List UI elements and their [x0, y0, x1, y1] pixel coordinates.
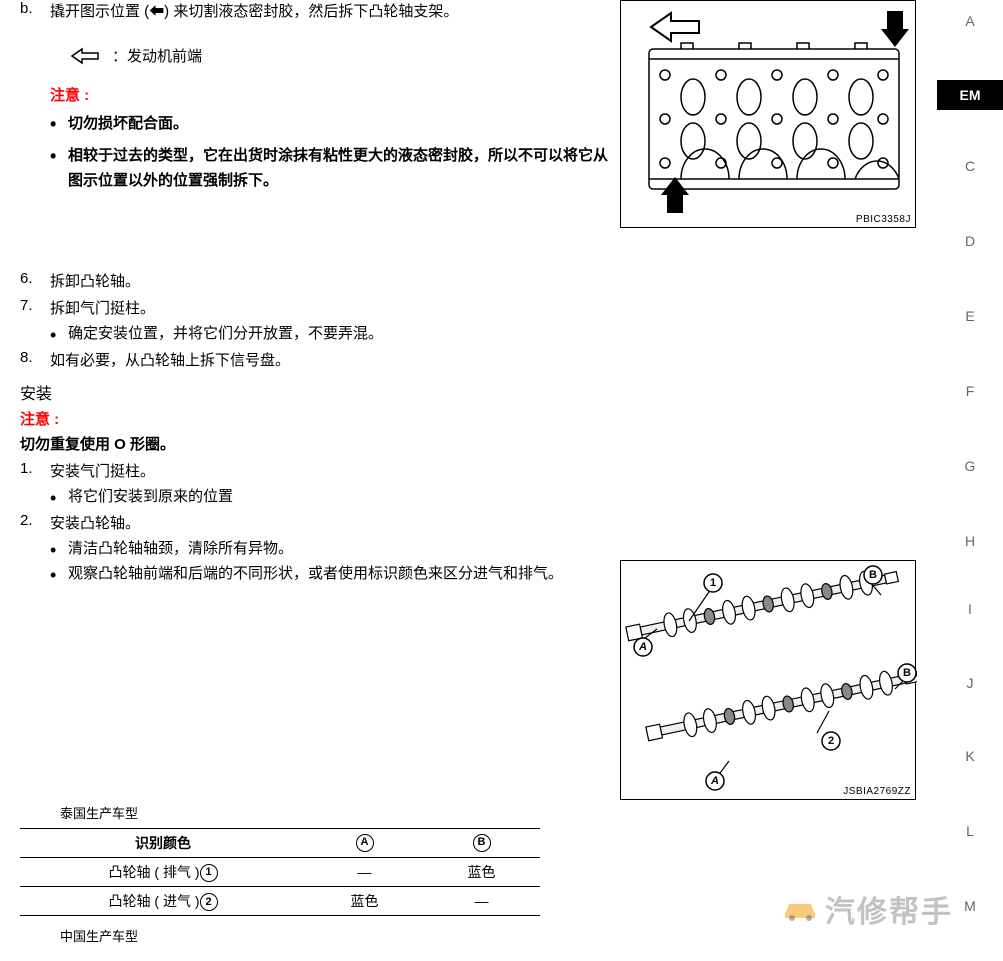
mid-steps: 6.拆卸凸轮轴。 7.拆卸气门挺柱。 •确定安装位置，并将它们分开放置，不要弄混。 8…: [20, 270, 925, 370]
install-steps: 1.安装气门挺柱。 •将它们安装到原来的位置 2.安装凸轮轴。 •清洁凸轮轴轴颈，清除…: [20, 460, 610, 583]
install-step-sub: •将它们安装到原来的位置: [50, 485, 610, 506]
tab-M[interactable]: M: [937, 895, 1003, 917]
table-header: 识别颜色: [20, 828, 306, 857]
tab-G[interactable]: G: [937, 455, 1003, 477]
tab-E[interactable]: E: [937, 305, 1003, 327]
install-heading: 安装: [20, 380, 925, 404]
table-row: 凸轮轴 ( 排气 )1—蓝色: [20, 857, 540, 886]
step-b: b. 撬开图示位置 (⬅) 来切割液态密封胶，然后拆下凸轮轴支架。: [20, 0, 610, 21]
tab-D[interactable]: D: [937, 230, 1003, 252]
install-caution-label: 注意 :: [20, 408, 925, 429]
tab-J[interactable]: J: [937, 672, 1003, 694]
tab-H[interactable]: H: [937, 530, 1003, 552]
caution-bullet: •切勿损坏配合面。: [50, 111, 610, 137]
table-header: B: [423, 828, 540, 857]
tab-L[interactable]: L: [937, 820, 1003, 842]
outline-arrow-icon: [70, 47, 100, 65]
tab-F[interactable]: F: [937, 380, 1003, 402]
table-header: A: [306, 828, 423, 857]
step-sub: •确定安装位置，并将它们分开放置，不要弄混。: [50, 322, 925, 343]
table-row: 凸轮轴 ( 进气 )2蓝色—: [20, 886, 540, 915]
identification-table: 识别颜色AB 凸轮轴 ( 排气 )1—蓝色凸轮轴 ( 进气 )2蓝色—: [20, 828, 540, 917]
caution-bullet: •相较于过去的类型，它在出货时涂抹有粘性更大的液态密封胶，所以不可以将它从图示位…: [50, 143, 610, 194]
tab-A[interactable]: A: [937, 10, 1003, 32]
install-step-sub: •观察凸轮轴前端和后端的不同形状，或者使用标识颜色来区分进气和排气。: [50, 562, 610, 583]
arrow-legend: ：发动机前端: [70, 45, 610, 66]
install-step: 2.安装凸轮轴。: [20, 512, 610, 533]
step: 6.拆卸凸轮轴。: [20, 270, 925, 291]
step: 7.拆卸气门挺柱。: [20, 297, 925, 318]
install-step: 1.安装气门挺柱。: [20, 460, 610, 481]
tab-EM[interactable]: EM: [937, 80, 1003, 110]
install-caution-text: 切勿重复使用 O 形圈。: [20, 433, 925, 454]
tab-C[interactable]: C: [937, 155, 1003, 177]
step-b-marker: b.: [20, 0, 50, 17]
step: 8.如有必要，从凸轮轴上拆下信号盘。: [20, 349, 925, 370]
table-caption-bottom: 中国生产车型: [60, 926, 925, 945]
caution-label: 注意 :: [50, 84, 610, 105]
table-caption-top: 泰国生产车型: [60, 803, 925, 822]
install-step-sub: •清洁凸轮轴轴颈，清除所有异物。: [50, 537, 610, 558]
caution-items: •切勿损坏配合面。 •相较于过去的类型，它在出货时涂抹有粘性更大的液态密封胶，所以…: [50, 111, 610, 194]
main-content: b. 撬开图示位置 (⬅) 来切割液态密封胶，然后拆下凸轮轴支架。 ：发动机前端…: [20, 0, 925, 945]
step-b-text: 撬开图示位置 (⬅) 来切割液态密封胶，然后拆下凸轮轴支架。: [50, 0, 458, 21]
tab-I[interactable]: I: [937, 598, 1003, 620]
tab-K[interactable]: K: [937, 745, 1003, 767]
arrow-legend-label: ：发动机前端: [112, 45, 202, 66]
